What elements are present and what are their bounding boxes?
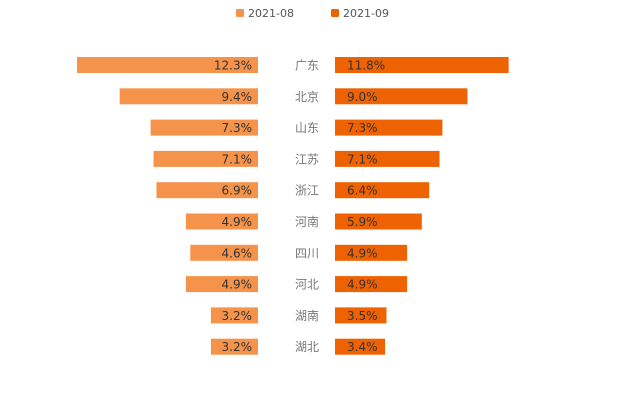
bar-2021-09-四川 — [335, 244, 408, 261]
data-label-2021-09-北京: 9.0% — [347, 90, 378, 104]
data-label-2021-08-浙江: 6.9% — [222, 184, 253, 198]
bar-2021-08-四川 — [190, 244, 258, 261]
data-label-2021-08-河南: 4.9% — [222, 215, 253, 229]
bar-2021-09-湖北 — [335, 338, 386, 355]
bar-2021-08-河南 — [185, 213, 258, 230]
legend-label-2021-08: 2021-08 — [248, 7, 294, 20]
bar-2021-09-河南 — [335, 213, 422, 230]
data-label-2021-08-江苏: 7.1% — [222, 152, 253, 166]
bar-2021-08-湖南 — [210, 307, 258, 324]
data-label-2021-08-山东: 7.3% — [222, 121, 253, 135]
bar-2021-08-河北 — [185, 276, 258, 293]
legend-swatch-2021-09 — [331, 9, 339, 17]
bar-2021-09-广东 — [335, 57, 509, 73]
data-label-2021-08-河北: 4.9% — [222, 278, 253, 292]
bar-2021-09-河北 — [335, 276, 408, 293]
data-label-2021-09-广东: 11.8% — [347, 59, 385, 73]
category-label-浙江: 浙江 — [295, 184, 319, 198]
data-label-2021-08-湖南: 3.2% — [222, 309, 253, 323]
category-label-北京: 北京 — [295, 90, 319, 104]
data-label-2021-09-河北: 4.9% — [347, 278, 378, 292]
bar-2021-09-江苏 — [335, 150, 440, 167]
bar-2021-08-北京 — [119, 88, 258, 105]
data-label-2021-09-河南: 5.9% — [347, 215, 378, 229]
data-label-2021-08-湖北: 3.2% — [222, 340, 253, 354]
data-label-2021-09-湖北: 3.4% — [347, 340, 378, 354]
bar-2021-09-湖南 — [335, 307, 387, 324]
bar-2021-08-江苏 — [153, 150, 258, 167]
category-label-广东: 广东 — [295, 59, 319, 73]
bar-2021-09-北京 — [335, 88, 468, 105]
category-label-江苏: 江苏 — [295, 152, 319, 166]
data-label-2021-08-北京: 9.4% — [222, 90, 253, 104]
bar-2021-09-浙江 — [335, 182, 430, 199]
bar-2021-09-山东 — [335, 119, 443, 136]
data-label-2021-09-四川: 4.9% — [347, 246, 378, 260]
legend-label-2021-09: 2021-09 — [343, 7, 389, 20]
data-label-2021-09-江苏: 7.1% — [347, 152, 378, 166]
data-label-2021-09-浙江: 6.4% — [347, 184, 378, 198]
bar-2021-08-浙江 — [156, 182, 258, 199]
category-label-山东: 山东 — [295, 121, 319, 135]
category-label-河北: 河北 — [295, 278, 319, 292]
bar-2021-08-湖北 — [210, 338, 258, 355]
data-label-2021-08-四川: 4.6% — [222, 246, 253, 260]
category-label-湖南: 湖南 — [295, 308, 319, 323]
data-label-2021-09-山东: 7.3% — [347, 121, 378, 135]
bar-2021-08-广东 — [77, 57, 258, 73]
category-label-湖北: 湖北 — [295, 339, 319, 354]
data-label-2021-08-广东: 12.3% — [214, 59, 252, 73]
category-label-河南: 河南 — [295, 214, 319, 229]
bar-2021-08-山东 — [150, 119, 258, 136]
legend-swatch-2021-08 — [236, 9, 244, 17]
category-label-四川: 四川 — [295, 246, 319, 260]
data-label-2021-09-湖南: 3.5% — [347, 309, 378, 323]
